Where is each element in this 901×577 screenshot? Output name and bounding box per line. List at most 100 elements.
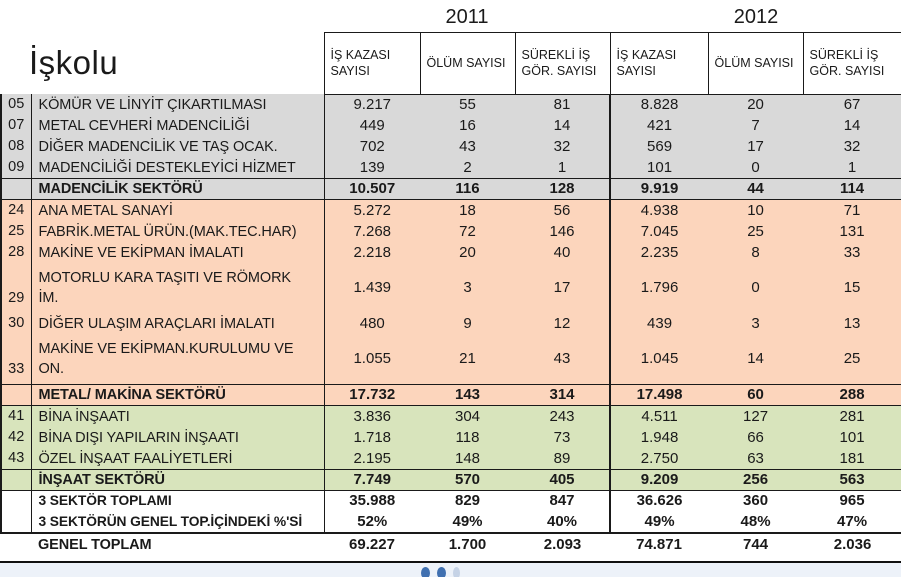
cell-deaths-2011: 829	[420, 490, 515, 512]
row-code: 07	[0, 115, 31, 136]
cell-incapacity-2012: 33	[803, 242, 901, 263]
table-row: 05 KÖMÜR VE LİNYİT ÇIKARTILMASI 9.217 55…	[0, 94, 901, 115]
row-code	[0, 490, 31, 512]
cell-deaths-2012: 20	[708, 94, 804, 115]
cell-incapacity-2012: 965	[803, 490, 901, 512]
cell-deaths-2011: 9	[420, 313, 515, 334]
cell-deaths-2011: 43	[420, 136, 515, 157]
row-code: 25	[0, 221, 31, 242]
cell-deaths-2012: 127	[708, 405, 804, 427]
cell-accidents-2012: 421	[609, 115, 709, 136]
cell-deaths-2012: 44	[708, 178, 804, 200]
column-header-incapacity-2012: SÜREKLİ İŞ GÖR. SAYISI	[802, 31, 901, 95]
cell-deaths-2012: 256	[708, 469, 804, 491]
cell-accidents-2012: 49%	[609, 511, 709, 533]
cell-incapacity-2012: 47%	[803, 511, 901, 533]
cell-deaths-2012: 0	[708, 157, 804, 179]
table-row: 43 ÖZEL İNŞAAT FAALİYETLERİ 2.195 148 89…	[0, 448, 901, 470]
table-row: 07 METAL CEVHERİ MADENCİLİĞİ 449 16 14 4…	[0, 115, 901, 136]
cell-incapacity-2011: 73	[515, 427, 611, 448]
column-header-row: İŞ KAZASI SAYISI ÖLÜM SAYISI SÜREKLİ İŞ …	[1, 31, 901, 95]
cell-accidents-2011: 52%	[323, 511, 420, 533]
cell-accidents-2012: 4.938	[609, 199, 709, 221]
cell-accidents-2011: 480	[323, 313, 420, 334]
cell-deaths-2012: 360	[708, 490, 804, 512]
cell-deaths-2011: 18	[420, 199, 515, 221]
cell-incapacity-2012: 281	[803, 405, 901, 427]
cell-deaths-2011: 304	[420, 405, 515, 427]
row-label: MOTORLU KARA TAŞITI VE RÖMORK İM.	[30, 263, 324, 313]
cell-accidents-2011: 3.836	[323, 405, 420, 427]
table-row: GENEL TOPLAM 69.227 1.700 2.093 74.871 7…	[1, 531, 901, 557]
cell-accidents-2011: 5.272	[323, 199, 420, 221]
cell-deaths-2012: 25	[708, 221, 804, 242]
cell-incapacity-2011: 314	[515, 384, 611, 406]
cell-accidents-2012: 1.796	[609, 263, 709, 313]
cell-accidents-2012: 7.045	[609, 221, 709, 242]
table-row: 41 BİNA İNŞAATI 3.836 304 243 4.511 127 …	[0, 405, 901, 427]
cell-accidents-2011: 1.439	[323, 263, 420, 313]
pager-dot-faded-icon[interactable]	[453, 567, 460, 577]
cell-incapacity-2011: 2.093	[515, 531, 611, 557]
cell-deaths-2011: 116	[420, 178, 515, 200]
cell-deaths-2011: 49%	[420, 511, 515, 533]
cell-deaths-2012: 10	[708, 199, 804, 221]
cell-incapacity-2011: 89	[515, 448, 611, 470]
cell-deaths-2012: 744	[708, 531, 804, 557]
cell-deaths-2011: 143	[420, 384, 515, 406]
row-label: METAL CEVHERİ MADENCİLİĞİ	[30, 115, 324, 136]
column-header-accidents-2011: İŞ KAZASI SAYISI	[323, 31, 421, 95]
row-code: 24	[0, 199, 31, 221]
cell-deaths-2012: 63	[708, 448, 804, 470]
row-code	[1, 531, 31, 557]
row-label: KÖMÜR VE LİNYİT ÇIKARTILMASI	[30, 94, 324, 115]
table-row: 24 ANA METAL SANAYİ 5.272 18 56 4.938 10…	[0, 199, 901, 221]
cell-accidents-2012: 17.498	[609, 384, 709, 406]
column-header-deaths-2011: ÖLÜM SAYISI	[419, 31, 516, 95]
pager-dot-icon[interactable]	[421, 567, 430, 577]
cell-accidents-2012: 9.919	[609, 178, 709, 200]
cell-incapacity-2012: 67	[803, 94, 901, 115]
cell-incapacity-2012: 181	[803, 448, 901, 470]
cell-deaths-2012: 66	[708, 427, 804, 448]
accident-stats-table: İşkolu 2011 2012 İŞ KAZASI SAYISI ÖLÜM S…	[0, 0, 901, 557]
row-code	[0, 178, 31, 200]
cell-accidents-2012: 36.626	[609, 490, 709, 512]
table-row: 09 MADENCİLİĞİ DESTEKLEYİCİ HİZMET 139 2…	[0, 157, 901, 179]
cell-incapacity-2012: 288	[803, 384, 901, 406]
cell-incapacity-2012: 15	[803, 263, 901, 313]
cell-deaths-2012: 8	[708, 242, 804, 263]
cell-deaths-2011: 16	[420, 115, 515, 136]
row-label: İNŞAAT SEKTÖRÜ	[30, 469, 324, 491]
row-code: 42	[0, 427, 31, 448]
cell-deaths-2012: 7	[708, 115, 804, 136]
column-header-accidents-2012: İŞ KAZASI SAYISI	[609, 31, 709, 95]
table-row: 30 DİĞER ULAŞIM ARAÇLARI İMALATI 480 9 1…	[0, 313, 901, 334]
cell-accidents-2012: 1.948	[609, 427, 709, 448]
cell-deaths-2011: 20	[420, 242, 515, 263]
cell-deaths-2012: 17	[708, 136, 804, 157]
table-row: 3 SEKTÖR TOPLAMI 35.988 829 847 36.626 3…	[0, 490, 901, 512]
cell-incapacity-2012: 32	[803, 136, 901, 157]
cell-deaths-2011: 55	[420, 94, 515, 115]
cell-incapacity-2012: 13	[803, 313, 901, 334]
table-title-cell: İşkolu	[1, 0, 324, 94]
cell-incapacity-2012: 114	[803, 178, 901, 200]
row-label: DİĞER ULAŞIM ARAÇLARI İMALATI	[30, 313, 324, 334]
cell-accidents-2011: 139	[323, 157, 420, 179]
pager-dot-icon[interactable]	[437, 567, 446, 577]
cell-incapacity-2012: 71	[803, 199, 901, 221]
cell-accidents-2011: 7.749	[323, 469, 420, 491]
cell-incapacity-2011: 56	[515, 199, 611, 221]
cell-accidents-2011: 702	[323, 136, 420, 157]
cell-deaths-2012: 3	[708, 313, 804, 334]
table-row: 42 BİNA DIŞI YAPILARIN İNŞAATI 1.718 118…	[0, 427, 901, 448]
row-label: DİĞER MADENCİLİK VE TAŞ OCAK.	[30, 136, 324, 157]
cell-accidents-2012: 2.750	[609, 448, 709, 470]
table-row: METAL/ MAKİNA SEKTÖRÜ 17.732 143 314 17.…	[0, 384, 901, 406]
cell-accidents-2011: 7.268	[323, 221, 420, 242]
year-header-2011: 2011	[445, 6, 489, 29]
cell-incapacity-2011: 14	[515, 115, 611, 136]
cell-deaths-2011: 118	[420, 427, 515, 448]
